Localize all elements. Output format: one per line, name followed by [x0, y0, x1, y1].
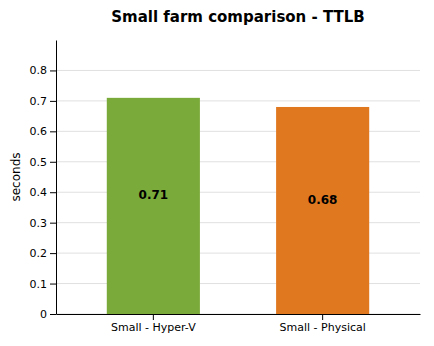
y-tick: 0.8 — [30, 64, 57, 77]
y-tick-mark — [50, 223, 56, 224]
chart: 0 0.1 0.2 0.3 0.4 0.5 0.6 0.7 0.8 Small - Hyper-V… — [0, 0, 434, 346]
y-tick-mark — [50, 70, 56, 71]
y-tick-label: 0.8 — [30, 64, 48, 77]
y-axis-line — [56, 41, 57, 315]
bars — [107, 98, 369, 314]
y-tick-mark — [50, 192, 56, 193]
y-tick: 0.5 — [30, 156, 57, 169]
y-tick: 0.7 — [30, 95, 57, 108]
y-tick-mark — [50, 314, 56, 315]
y-tick-label: 0.7 — [30, 95, 48, 108]
y-tick: 0.2 — [30, 247, 57, 260]
y-tick-label: 0.5 — [30, 156, 48, 169]
data-labels: 0.71 0.68 — [139, 188, 338, 207]
x-tick-mark — [322, 314, 323, 320]
data-label: 0.71 — [139, 188, 169, 202]
y-tick-label: 0.3 — [30, 217, 48, 230]
y-tick: 0.1 — [30, 278, 57, 291]
x-tick-mark — [153, 314, 154, 320]
y-tick-mark — [50, 284, 56, 285]
y-tick-mark — [50, 253, 56, 254]
y-tick-mark — [50, 131, 56, 132]
y-tick-mark — [50, 162, 56, 163]
x-tick-label: Small - Hyper-V — [111, 321, 196, 334]
y-tick: 0.4 — [30, 186, 57, 199]
grid — [56, 70, 420, 314]
y-tick-label: 0.6 — [30, 125, 48, 138]
x-tick: Small - Physical — [280, 314, 366, 334]
plot: 0 0.1 0.2 0.3 0.4 0.5 0.6 0.7 0.8 Small - Hyper-V… — [30, 41, 421, 334]
y-tick: 0 — [40, 308, 56, 321]
y-tick-label: 0.2 — [30, 247, 48, 260]
y-axis: 0 0.1 0.2 0.3 0.4 0.5 0.6 0.7 0.8 — [30, 41, 57, 322]
bar — [276, 107, 369, 314]
y-tick: 0.6 — [30, 125, 57, 138]
title: Small farm comparison - TTLB — [111, 8, 365, 26]
data-label: 0.68 — [308, 193, 338, 207]
x-tick-label: Small - Physical — [280, 321, 366, 334]
x-axis-line — [57, 314, 421, 315]
y-axis-title: seconds — [9, 152, 23, 201]
bar — [107, 98, 200, 314]
grid-line — [56, 70, 420, 71]
y-tick: 0.3 — [30, 217, 57, 230]
y-tick-label: 0 — [40, 308, 47, 321]
x-axis: Small - Hyper-V Small - Physical — [57, 314, 421, 334]
y-tick-mark — [50, 101, 56, 102]
y-tick-label: 0.4 — [30, 186, 48, 199]
y-tick-label: 0.1 — [30, 278, 48, 291]
x-tick: Small - Hyper-V — [111, 314, 196, 334]
